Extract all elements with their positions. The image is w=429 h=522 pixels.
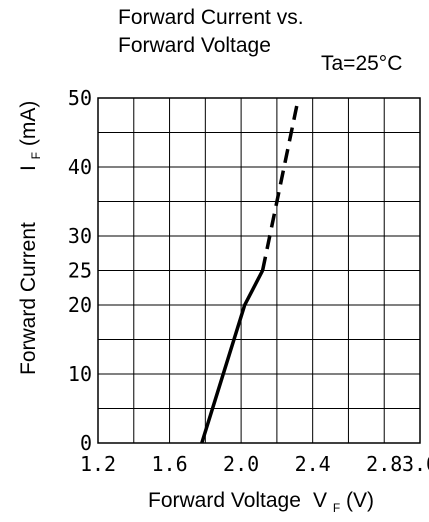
x-tick-label-3: 2.4 <box>295 452 331 476</box>
x-tick-label-5: 3.0 <box>402 452 429 476</box>
series <box>200 97 301 444</box>
y-axis-label-symbol: I <box>17 165 40 171</box>
tick-labels: 1.2 1.6 2.0 2.4 2.83.0 0 10 20 25 30 40 50 <box>68 86 429 476</box>
x-axis-label-subscript: F <box>333 501 340 515</box>
chart-title-line-1: Forward Current vs. <box>118 6 304 29</box>
chart-title-line-2: Forward Voltage <box>118 34 271 57</box>
y-tick-label-3: 25 <box>68 259 92 283</box>
x-tick-label-2: 2.0 <box>223 452 259 476</box>
x-axis-label: Forward Voltage V F (V) <box>148 489 374 517</box>
y-tick-label-1: 10 <box>68 362 92 386</box>
x-tick-label-4: 2.8 <box>366 452 402 476</box>
x-axis-label-text: Forward Voltage <box>148 489 301 512</box>
y-tick-label-4: 30 <box>68 224 92 248</box>
y-tick-label-6: 50 <box>68 86 92 110</box>
y-tick-label-2: 20 <box>68 293 92 317</box>
series-line-0-solid <box>200 269 265 444</box>
series-line-1-dashed <box>260 97 301 271</box>
x-axis-label-symbol: V <box>313 489 327 512</box>
temperature-condition: Ta=25°C <box>321 52 402 75</box>
y-axis-label-unit: (mA) <box>17 101 40 147</box>
x-axis-label-unit: (V) <box>346 489 374 512</box>
y-axis-label: Forward Current I F (mA) <box>17 101 45 375</box>
plot-frame <box>97 97 421 444</box>
y-tick-label-5: 40 <box>68 155 92 179</box>
y-axis-label-subscript: F <box>29 152 43 159</box>
x-tick-label-1: 1.6 <box>151 452 187 476</box>
grid <box>97 97 421 444</box>
y-axis-label-text: Forward Current <box>17 222 40 375</box>
x-tick-label-0: 1.2 <box>80 452 116 476</box>
y-tick-label-0: 0 <box>80 431 92 455</box>
